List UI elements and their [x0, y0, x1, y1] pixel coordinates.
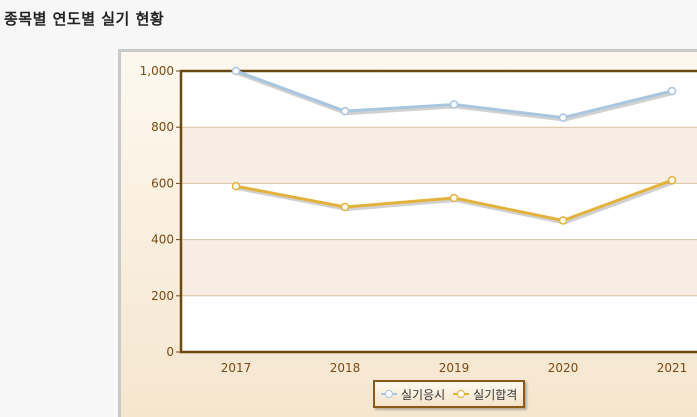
data-point[interactable]: [231, 181, 241, 191]
legend-item-series-1: 실기응시: [381, 386, 445, 403]
y-tick-label: 400: [151, 233, 174, 247]
legend-item-series-2: 실기합격: [453, 386, 517, 403]
data-point[interactable]: [558, 113, 568, 122]
x-tick-label: 2017: [221, 361, 252, 375]
data-point[interactable]: [667, 176, 677, 185]
data-point[interactable]: [340, 202, 350, 212]
data-point[interactable]: [558, 216, 568, 225]
x-tick-label: 2018: [330, 361, 361, 375]
y-tick-label: 600: [151, 176, 174, 190]
legend-marker-icon: [381, 388, 397, 400]
legend-marker-icon: [453, 388, 470, 400]
data-point[interactable]: [231, 66, 241, 76]
x-tick-label: 2021: [657, 361, 688, 375]
plot-border: [179, 69, 697, 354]
y-tick-label: 0: [166, 345, 174, 359]
data-point[interactable]: [340, 106, 350, 116]
x-tick-label: 2020: [548, 361, 579, 375]
chart-legend: 실기응시 실기합격: [373, 380, 526, 408]
x-tick-label: 2019: [439, 361, 470, 375]
data-point[interactable]: [449, 193, 459, 203]
data-point[interactable]: [449, 100, 459, 109]
y-tick-label: 1,000: [140, 64, 174, 78]
page-title: 종목별 연도별 실기 현황: [4, 10, 165, 28]
grid-band: [181, 239, 697, 296]
grid-band: [181, 127, 697, 184]
legend-label: 실기응시: [401, 387, 446, 402]
legend-label: 실기합격: [473, 387, 518, 402]
y-tick-label: 800: [151, 120, 174, 134]
data-point[interactable]: [667, 86, 677, 96]
y-tick-label: 200: [151, 289, 174, 303]
